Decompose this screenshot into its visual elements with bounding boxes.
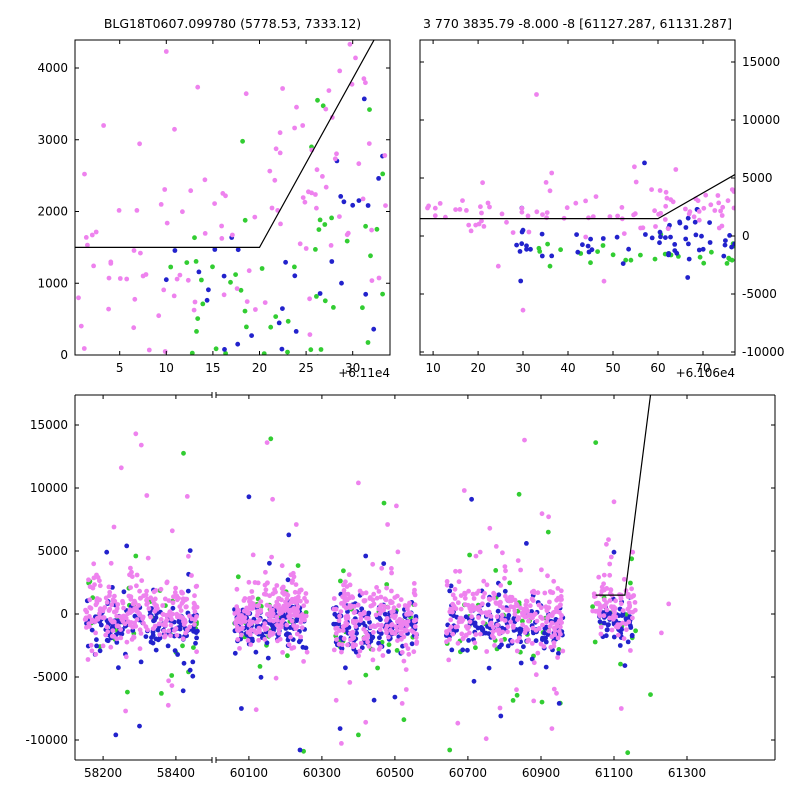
svg-text:0: 0 [60,348,68,362]
svg-text:3000: 3000 [37,133,68,147]
svg-text:70: 70 [695,361,710,375]
scatter-series-pink [82,431,672,746]
svg-text:15000: 15000 [30,418,68,432]
model-line [595,395,652,596]
scatter-series-pink [76,41,388,354]
svg-text:20: 20 [252,361,267,375]
svg-text:61300: 61300 [668,766,706,780]
svg-text:40: 40 [560,361,575,375]
svg-text:60500: 60500 [376,766,414,780]
panel-bottom-data [82,395,672,756]
x-offset-label-left: +6.11e4 [338,366,390,380]
svg-text:50: 50 [605,361,620,375]
svg-text:60300: 60300 [303,766,341,780]
scatter-series-green [168,97,386,355]
panel-top-right-tick-labels: 10 20 30 40 50 60 70 -10000 -5000 0 5000 10000 15000 [425,55,784,375]
panel-title-right: 3 770 3835.79 -8.000 -8 [61127.287, 6113… [422,16,733,31]
svg-text:61100: 61100 [595,766,633,780]
svg-text:30: 30 [515,361,530,375]
svg-text:1000: 1000 [37,276,68,290]
scatter-series-green [536,232,735,269]
svg-text:30: 30 [345,361,360,375]
svg-text:60700: 60700 [449,766,487,780]
svg-text:2000: 2000 [37,205,68,219]
panel-bottom-tick-labels: 58200 58400 60100 60300 60500 60700 60900 61100… [25,418,706,780]
panel-title-left: BLG18T0607.099780 (5778.53, 7333.12) [103,16,362,31]
svg-text:5000: 5000 [37,544,68,558]
svg-text:25: 25 [298,361,313,375]
model-line [75,40,375,248]
svg-text:-10000: -10000 [25,733,68,747]
svg-text:0: 0 [742,229,750,243]
svg-text:58200: 58200 [84,766,122,780]
panel-top-right-data [420,92,735,313]
svg-text:15: 15 [205,361,220,375]
svg-text:10000: 10000 [742,113,780,127]
scatter-series-blue [514,160,735,284]
svg-text:10: 10 [425,361,440,375]
x-offset-label-right: +6.106e4 [675,366,735,380]
svg-text:15000: 15000 [742,55,780,69]
svg-text:60: 60 [650,361,665,375]
svg-text:0: 0 [60,607,68,621]
svg-text:10000: 10000 [30,481,68,495]
svg-text:5: 5 [116,361,124,375]
svg-text:-5000: -5000 [742,287,777,301]
svg-text:10: 10 [159,361,174,375]
svg-text:60100: 60100 [230,766,268,780]
svg-text:20: 20 [470,361,485,375]
svg-text:4000: 4000 [37,61,68,75]
panel-top-left-data [75,40,388,355]
panel-top-left-tick-labels: 5 10 15 20 25 30 0 1000 2000 3000 4000 [37,61,360,375]
svg-text:60900: 60900 [522,766,560,780]
svg-text:5000: 5000 [742,171,773,185]
svg-text:-10000: -10000 [742,345,785,359]
scatter-series-pink [425,92,735,313]
svg-text:58400: 58400 [157,766,195,780]
svg-text:-5000: -5000 [33,670,68,684]
scatter-series-blue [163,96,385,352]
model-line [420,173,735,220]
